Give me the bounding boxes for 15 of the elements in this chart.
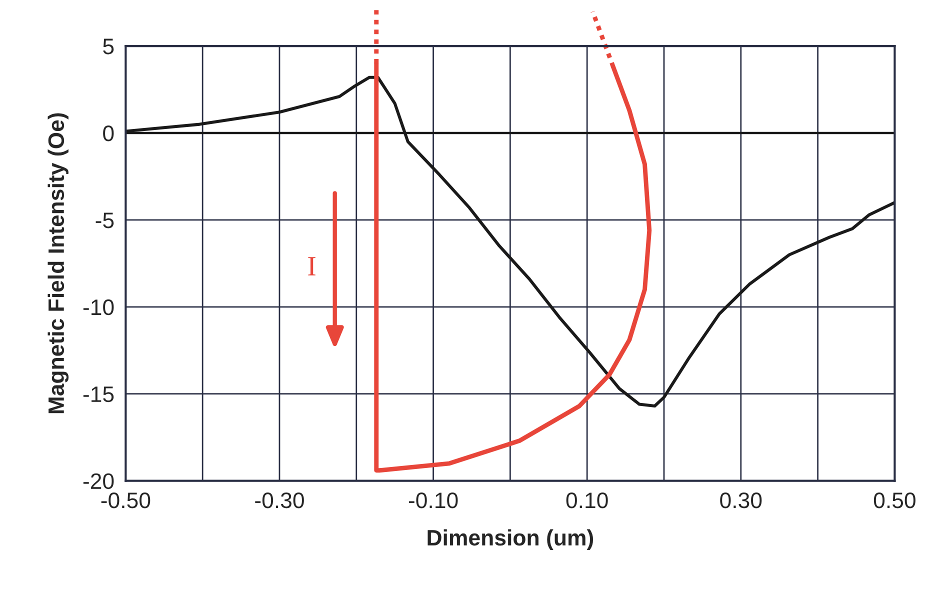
y-axis-title: Magnetic Field Intensity (Oe) <box>48 113 69 414</box>
y-tick-label: -5 <box>96 212 114 228</box>
x-tick-label: -0.30 <box>255 492 304 508</box>
x-tick-label: 0.50 <box>874 492 916 508</box>
x-tick-label: -0.10 <box>408 492 458 508</box>
annotation: I <box>308 257 316 276</box>
y-tick-label: 0 <box>103 126 114 142</box>
y-tick-label: -15 <box>83 386 114 402</box>
y-tick-label: -10 <box>83 299 114 316</box>
y-tick-label: 5 <box>103 38 114 54</box>
x-tick-label: 0.10 <box>566 492 608 508</box>
y-tick-label: -20 <box>83 473 114 490</box>
x-tick-label: 0.30 <box>720 492 762 508</box>
x-tick-label: -0.50 <box>101 492 150 508</box>
x-axis-title: Dimension (um) <box>428 529 594 550</box>
